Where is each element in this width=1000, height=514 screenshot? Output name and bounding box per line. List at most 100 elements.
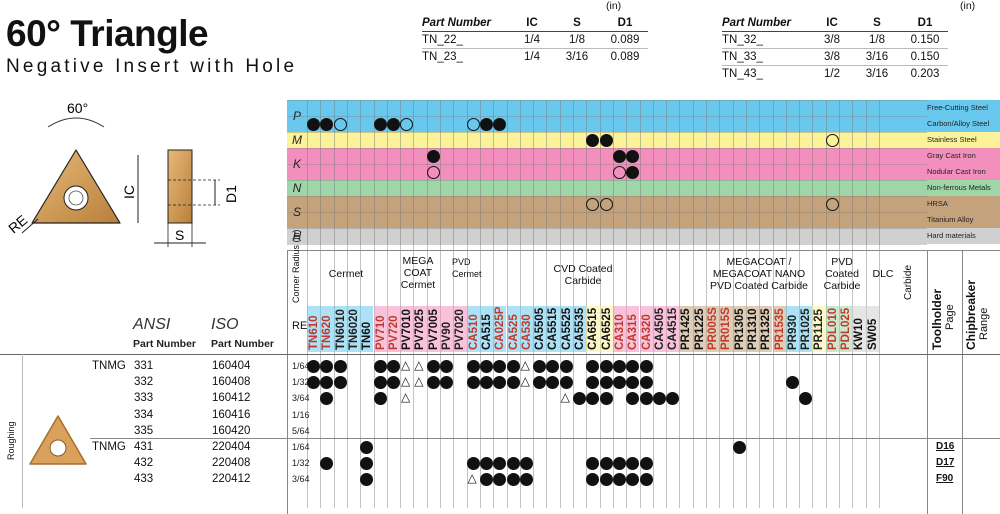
grade-available-mark (639, 359, 653, 373)
grid-line (360, 100, 362, 508)
grade-label: CA530 (520, 314, 533, 350)
grade-header-bg (679, 306, 693, 352)
grade-label: PV7005 (427, 309, 440, 350)
grade-available-mark (639, 472, 653, 486)
material-tag: M (292, 133, 302, 147)
grade-header-bg (546, 306, 560, 352)
grid-line (453, 100, 455, 508)
grid-line (745, 100, 747, 508)
grade-label: PV7010 (401, 309, 414, 350)
grade-header-bg (506, 306, 520, 352)
grade-available-mark (546, 359, 560, 373)
unit-label-right: (in) (960, 0, 976, 12)
grade-alt-mark: △ (414, 357, 424, 372)
grade-tn60: TN60 (360, 306, 374, 352)
material-tag: H (292, 229, 302, 243)
grade-label: CA4505 (653, 307, 666, 350)
grade-alt-mark: △ (467, 470, 477, 485)
grade-header-bg (839, 306, 853, 352)
grade-header-bg (626, 306, 640, 352)
grade-available-mark (493, 456, 507, 470)
application-mark (493, 117, 507, 131)
grid-line (772, 100, 774, 508)
grade-available-mark (506, 472, 520, 486)
grid-line (333, 100, 335, 508)
application-mark (825, 197, 839, 211)
grade-available-mark (612, 375, 626, 389)
grid-line (287, 250, 1000, 251)
table-row: 335 160420 5/64 (0, 423, 1000, 439)
ansi-part: 332 (134, 376, 154, 389)
iso-part: 160420 (212, 424, 251, 437)
grade-available-mark (320, 456, 334, 470)
application-mark (320, 117, 334, 131)
application-mark (626, 165, 640, 179)
grade-label: CA515 (480, 314, 493, 350)
grid-line (287, 164, 927, 165)
grid-line (692, 100, 694, 508)
grade-available-mark (493, 359, 507, 373)
ansi-header: ANSI (133, 316, 171, 333)
grade-label: KW10 (853, 318, 866, 350)
grid-line (706, 100, 707, 508)
grade-label: PDL025 (840, 307, 852, 350)
side-view-icon (167, 149, 193, 224)
grade-available-mark (785, 375, 799, 389)
grade-header-bg (785, 306, 800, 352)
table-row: TNMG 431 220404 1/64 D16 (0, 439, 1000, 455)
insert-diagram: 60° RE IC D1 S (5, 100, 239, 247)
toolholder-page-link[interactable]: D16 (936, 441, 955, 452)
grid-line (479, 100, 481, 508)
iso-part: 220408 (212, 457, 251, 470)
corner-radius: 3/64 (292, 393, 310, 404)
grade-alt-mark: △ (400, 357, 411, 372)
grid-line (878, 100, 880, 508)
grade-ca025p: CA025P (493, 306, 507, 352)
material-band-n (287, 180, 1000, 196)
grid-line (287, 196, 927, 197)
grade-label: PR015S (720, 307, 733, 350)
group-cvd: CVD Coated Carbide (553, 263, 613, 287)
grade-available-mark (479, 472, 493, 486)
tnmg-insert-icon (29, 415, 87, 465)
iso-header: ISO (211, 316, 239, 333)
application-mark (479, 117, 493, 131)
grade-label: PDL010 (826, 307, 839, 350)
grade-tn6020: TN6020 (347, 306, 361, 352)
grade-available-mark (573, 391, 586, 405)
grade-available-mark (440, 359, 453, 373)
grade-header-bg (759, 306, 773, 352)
grid-line (573, 100, 574, 508)
grade-available-mark (652, 391, 666, 405)
toolholder-page-link[interactable]: F90 (936, 473, 954, 485)
grade-available-mark (320, 375, 334, 389)
grade-available-mark (599, 456, 613, 470)
grade-label: TN620 (321, 315, 334, 350)
application-mark (612, 165, 626, 179)
grade-available-mark (599, 472, 613, 486)
grade-sw05: SW05 (866, 306, 880, 352)
toolholder-header: Toolholder (930, 288, 944, 350)
application-mark (626, 149, 640, 163)
toolholder-page-link[interactable]: D17 (936, 457, 955, 469)
grade-tn610: TN610 (307, 306, 321, 352)
grid-line (732, 100, 734, 508)
grid-line (852, 100, 854, 508)
grade-label: PR1425 (680, 308, 693, 350)
unit-label-left: (in) (606, 0, 622, 12)
grade-label: PR1535 (773, 308, 786, 350)
grade-available-mark (373, 359, 387, 373)
grade-available-mark (466, 375, 480, 389)
grid-line (287, 116, 927, 117)
grade-pv710: PV710 (374, 306, 388, 352)
group-pvd-cermet: PVD Cermet (452, 257, 482, 279)
grade-available-mark (519, 456, 533, 470)
grade-label: CA510 (467, 314, 480, 350)
application-mark (586, 197, 600, 211)
grade-header-bg (599, 306, 613, 352)
grade-pv90: PV90 (440, 306, 454, 352)
grade-tn620: TN620 (320, 306, 334, 352)
grade-header-bg (440, 306, 454, 352)
grade-alt-mark: △ (560, 389, 570, 404)
iso-sub: Part Number (211, 338, 275, 350)
